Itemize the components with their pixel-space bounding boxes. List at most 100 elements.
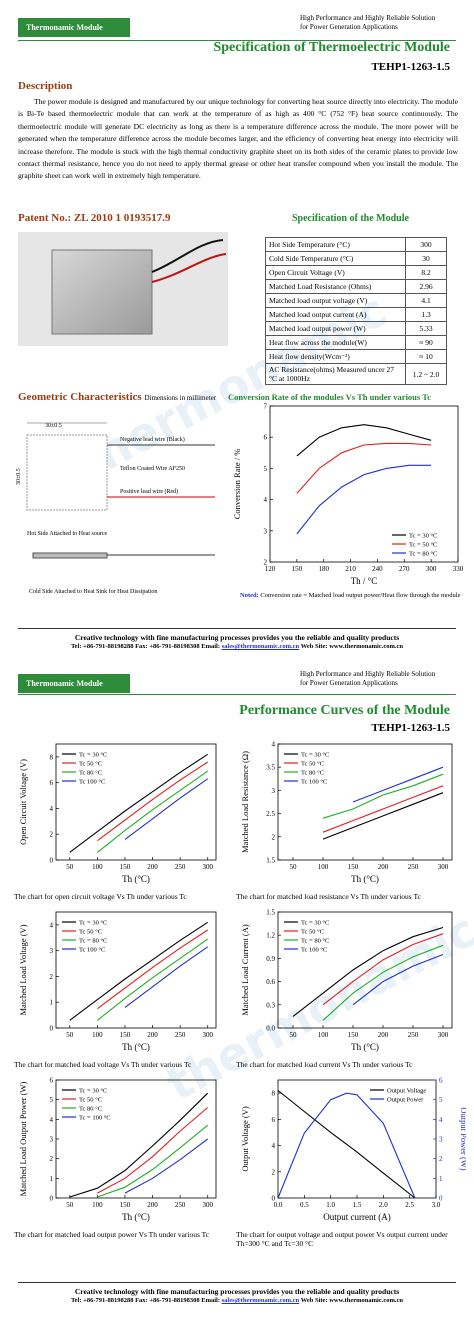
x-axis-label: Th (°C)	[122, 874, 150, 884]
legend-label: Tc 100 °C	[79, 779, 105, 786]
spec-row: Matched Load Resistance (Ohms) 2.96	[265, 279, 447, 294]
x-tick-label: 250	[408, 1031, 419, 1039]
spec-row: Matched load output voltage (V) 4.1	[265, 293, 447, 308]
y-axis-label: Matched Load Output Power (W)	[18, 1081, 28, 1196]
spec-value: 4.1	[405, 293, 447, 308]
module-photo	[18, 232, 228, 346]
chart: 0.0 0.5 1.0 1.5 2.0 2.5 3.0024680123456Output …	[240, 1077, 466, 1223]
x-tick-label: 100	[92, 1201, 103, 1209]
y2-tick-label: 4	[439, 1116, 443, 1124]
series-line	[322, 773, 444, 819]
series-line	[352, 953, 444, 1006]
spec-heading: Specification of the Module	[292, 213, 409, 224]
y-axis-label: Matched Load Current (A)	[240, 924, 250, 1016]
chart-caption: The chart for matched load voltage Vs Th…	[14, 1060, 192, 1069]
tagline: High Performance and Highly Reliable Sol…	[300, 670, 436, 678]
x-tick-label: 270	[399, 565, 410, 573]
legend-label: Tc = 80 °C	[79, 938, 107, 945]
series-line	[97, 761, 209, 842]
dim-label: 30±0.5	[45, 423, 62, 429]
y-tick-label: 2	[272, 1168, 276, 1176]
y-tick-label: 6	[272, 1116, 276, 1124]
series-line	[124, 946, 209, 1008]
x-tick-label: 250	[408, 863, 419, 871]
spec-value: 300	[405, 237, 447, 252]
footer-contact: Tel: +86-791-88198288 Fax: +86-791-88198…	[0, 643, 474, 650]
spec-value: 2.96	[405, 279, 447, 294]
y-tick-label: 8	[50, 753, 54, 761]
footer-slogan: Creative technology with fine manufactur…	[74, 1287, 400, 1296]
note-label: Noted:	[240, 592, 259, 599]
y-tick-label: 6	[50, 779, 54, 787]
x-tick-label: 1.0	[326, 1201, 335, 1209]
y2-tick-label: 6	[439, 1077, 443, 1085]
y-tick-label: 7	[264, 403, 268, 411]
y-tick-label: 2	[272, 833, 276, 841]
chart: 120 150 180 210 240 270 300 330 2 3 4 5 6 7 Th / °C Con…	[232, 403, 464, 587]
x-tick-label: 50	[290, 863, 298, 871]
spec-row: Heat flow density(Wcm⁻²) ≈ 10	[265, 349, 447, 364]
x-axis-label: Th (°C)	[122, 1042, 150, 1052]
x-axis-label: Th / °C	[351, 576, 378, 586]
x-tick-label: 330	[453, 565, 464, 573]
x-tick-label: 210	[345, 565, 356, 573]
note: Noted: Conversion rate = Matched load ou…	[240, 592, 460, 599]
legend-label: Tc 100 °C	[79, 947, 105, 954]
series-line	[277, 1092, 416, 1199]
x-tick-label: 300	[426, 565, 437, 573]
x-tick-label: 180	[318, 565, 329, 573]
y-tick-label: 3	[50, 947, 54, 955]
chart: 50 100 150 200 250 300 1.5 2 2.5 3 3.5 4 Th (°C) Matc…	[240, 741, 453, 884]
spec-label: Matched load output power (W)	[265, 321, 406, 336]
spec-value: ≈ 10	[405, 349, 447, 364]
x-tick-label: 200	[147, 1201, 158, 1209]
x-tick-label: 150	[120, 863, 131, 871]
x-tick-label: 150	[292, 565, 303, 573]
series-line	[97, 1107, 209, 1194]
spec-table: Hot Side Temperature (°C) 300 Cold Side Te…	[265, 237, 447, 385]
header-tagline: High Performance and Highly Reliable Sol…	[300, 670, 435, 688]
chart-caption: The chart for open circuit voltage Vs Th…	[14, 892, 187, 901]
chart-caption: The chart for output voltage and output …	[236, 1230, 448, 1248]
series-line	[69, 1092, 209, 1198]
spec-label: Open Circuit Voltage (V)	[265, 265, 406, 280]
x-tick-label: 150	[348, 1031, 359, 1039]
footer-contact: Tel: +86-791-88198288 Fax: +86-791-88198…	[0, 1297, 474, 1304]
page-title: Performance Curves of the Module	[239, 703, 450, 718]
spec-label: Matched load output current (A)	[265, 307, 406, 322]
model: TEHP1-1263-1.5	[371, 722, 450, 734]
spec-value: ≈ 90	[405, 335, 447, 350]
series-line	[322, 933, 444, 1006]
chart: 50 100 150 200 250 300 0 1 2 3 4 Th (°C) Matched Loa…	[18, 911, 217, 1052]
legend-label: Tc 80 °C	[79, 1106, 102, 1113]
y-tick-label: 3	[272, 787, 276, 795]
legend-label: Tc 100 °C	[301, 947, 327, 954]
x-tick-label: 300	[438, 1031, 449, 1039]
x-tick-label: 300	[202, 863, 213, 871]
wire-label: Positive lead wire (Red)	[120, 488, 178, 495]
plot-frame	[277, 743, 453, 861]
x-tick-label: 300	[202, 1031, 213, 1039]
x-tick-label: 250	[175, 1031, 186, 1039]
y-tick-label: 8	[272, 1090, 276, 1098]
web: Web Site: www.thermonamic.com.cn	[300, 643, 404, 650]
y2-axis-label: Output Power (W)	[459, 1107, 466, 1170]
series-line	[322, 792, 444, 840]
series-line	[97, 1124, 209, 1198]
x-tick-label: 200	[147, 863, 158, 871]
page-title: Specification of Thermoelectric Module	[213, 40, 450, 55]
wire-label: Negative lead wire (Black)	[120, 436, 185, 443]
heading: Geometric Characteristics	[18, 391, 142, 403]
model: TEHP1-1263-1.5	[371, 61, 450, 73]
y-tick-label: 6	[264, 434, 268, 442]
spec-label: Matched load output voltage (V)	[265, 293, 406, 308]
plot-frame	[269, 405, 459, 563]
x-axis-label: Th (°C)	[122, 1212, 150, 1222]
spec-value: 30	[405, 251, 447, 266]
series-line	[322, 785, 444, 833]
series-line	[352, 766, 444, 803]
legend-label: Tc 80 °C	[301, 770, 324, 777]
note-text: Conversion rate = Matched load output po…	[260, 592, 461, 599]
series-line	[124, 778, 209, 840]
